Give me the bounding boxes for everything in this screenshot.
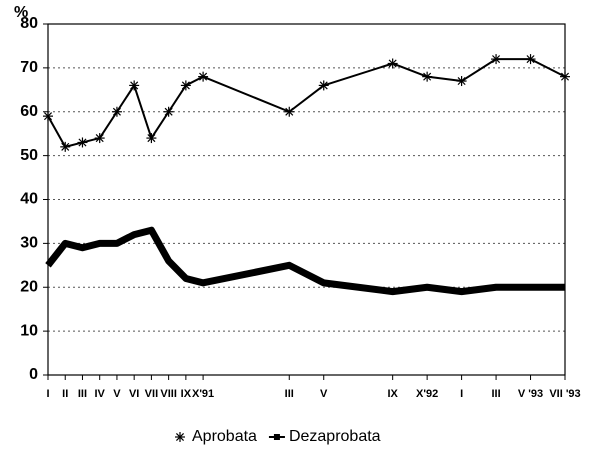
marker [77, 137, 88, 148]
marker-stroke [285, 107, 294, 116]
marker [146, 133, 157, 144]
legend-swatch [273, 434, 280, 440]
marker-stroke [319, 81, 328, 90]
marker-stroke [560, 72, 570, 81]
marker-stroke [199, 72, 208, 81]
x-tick-label: I [460, 388, 463, 400]
marker-stroke [181, 81, 190, 90]
x-tick-label: III [78, 388, 87, 400]
x-tick-label: V [113, 388, 121, 400]
plot-frame [47, 23, 566, 376]
marker [560, 71, 570, 82]
y-tick-label: 20 [20, 278, 38, 295]
marker-stroke [78, 138, 87, 147]
marker [525, 54, 536, 65]
y-tick-label: 60 [20, 103, 38, 120]
marker-stroke [457, 77, 466, 86]
y-tick-label: 50 [20, 147, 38, 164]
marker [94, 133, 105, 144]
marker [175, 432, 185, 442]
marker-stroke [112, 107, 121, 116]
x-tick-label: III [285, 388, 294, 400]
marker [163, 106, 174, 117]
marker [180, 80, 191, 91]
x-tick-label: X'91 [192, 388, 214, 400]
marker [318, 80, 329, 91]
x-tick-label: VI [129, 388, 139, 400]
legend-label: Aprobata [192, 428, 257, 445]
x-tick-label: V '93 [518, 388, 543, 400]
y-tick-label: 10 [20, 322, 38, 339]
marker-stroke [147, 134, 156, 143]
marker [129, 80, 140, 91]
x-tick-label: VII [145, 388, 158, 400]
x-tick-label: IX [387, 388, 398, 400]
x-tick-label: IV [94, 388, 105, 400]
marker-stroke [164, 107, 173, 116]
legend-label: Dezaprobata [289, 428, 381, 445]
y-axis-label: % [14, 4, 28, 21]
x-tick-label: VII '93 [549, 388, 580, 400]
x-tick-label: VIII [160, 388, 177, 400]
marker-stroke [43, 112, 53, 121]
marker [422, 71, 433, 82]
y-tick-label: 0 [29, 366, 38, 383]
marker-stroke [130, 81, 139, 90]
marker [456, 76, 467, 87]
y-tick-label: 70 [20, 59, 38, 76]
marker-stroke [526, 55, 535, 64]
x-tick-label: III [491, 388, 500, 400]
marker-stroke [95, 134, 104, 143]
marker [387, 58, 398, 69]
marker [60, 141, 71, 152]
marker [43, 111, 53, 122]
marker-stroke [175, 432, 185, 442]
marker [198, 71, 209, 82]
marker [111, 106, 122, 117]
marker-stroke [388, 59, 397, 68]
marker [491, 54, 502, 65]
marker-stroke [61, 142, 70, 151]
x-tick-label: IX [181, 388, 192, 400]
x-tick-label: X'92 [416, 388, 438, 400]
x-tick-label: V [320, 388, 328, 400]
y-tick-label: 40 [20, 191, 38, 208]
marker [284, 106, 295, 117]
y-tick-label: 30 [20, 235, 38, 252]
series-line [47, 58, 566, 148]
marker-stroke [423, 72, 432, 81]
x-tick-label: II [62, 388, 68, 400]
y-tick-label: 80 [20, 15, 38, 32]
series-line [45, 226, 565, 296]
marker-stroke [492, 55, 501, 64]
x-tick-label: I [46, 388, 49, 400]
